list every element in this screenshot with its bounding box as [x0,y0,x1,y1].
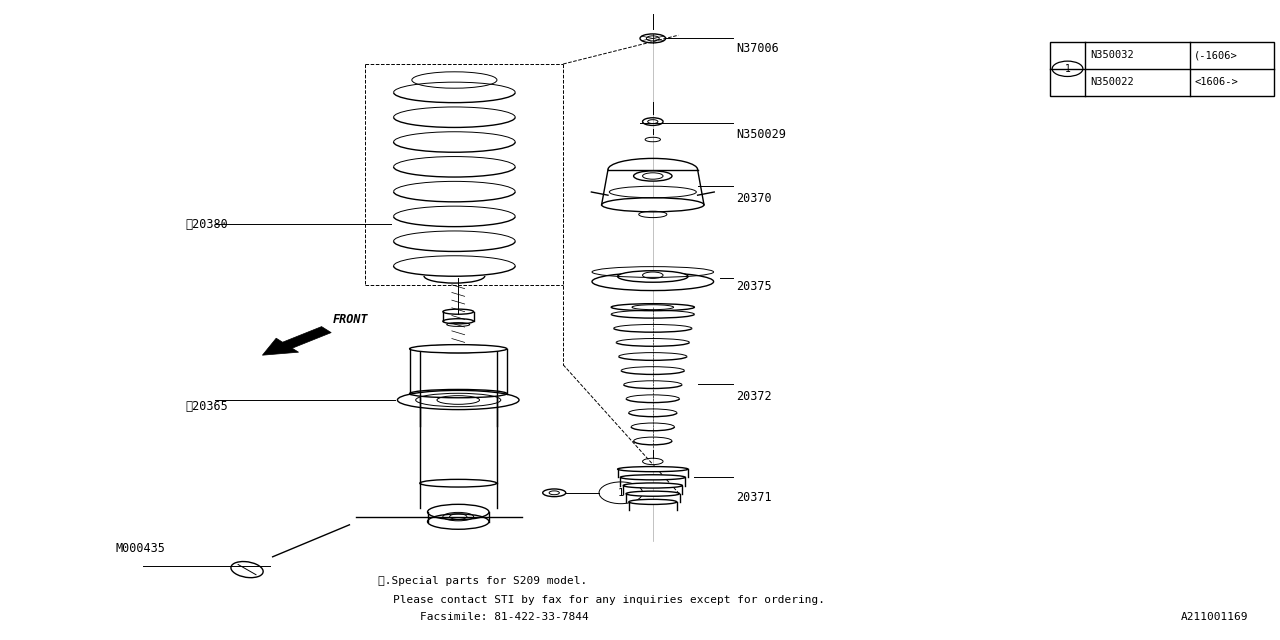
Text: N350022: N350022 [1091,77,1134,88]
Text: 20371: 20371 [736,492,772,504]
Text: ※20365: ※20365 [186,400,228,413]
Text: A211001169: A211001169 [1180,612,1248,622]
Text: N350032: N350032 [1091,50,1134,60]
Ellipse shape [628,499,677,504]
Ellipse shape [617,467,689,472]
Text: Please contact STI by fax for any inquiries except for ordering.: Please contact STI by fax for any inquir… [393,595,826,605]
Text: N350029: N350029 [736,128,786,141]
Ellipse shape [410,344,507,353]
Text: M000435: M000435 [115,542,165,555]
Text: 20372: 20372 [736,390,772,403]
Text: ※.Special parts for S209 model.: ※.Special parts for S209 model. [378,576,586,586]
Text: FRONT: FRONT [333,314,369,326]
Ellipse shape [623,483,682,488]
Text: (-1606>: (-1606> [1194,50,1238,60]
Ellipse shape [626,491,680,496]
Text: 20375: 20375 [736,280,772,293]
Ellipse shape [617,271,689,282]
Text: <1606->: <1606-> [1194,77,1238,88]
Ellipse shape [602,198,704,212]
Ellipse shape [420,345,497,353]
Ellipse shape [591,273,714,291]
Text: 1: 1 [618,488,623,498]
Text: N37006: N37006 [736,42,778,54]
FancyArrow shape [262,326,332,355]
Text: 20370: 20370 [736,192,772,205]
Ellipse shape [612,304,694,310]
Ellipse shape [621,475,685,480]
Text: ※20380: ※20380 [186,218,228,230]
Ellipse shape [634,171,672,181]
Text: Facsimile: 81-422-33-7844: Facsimile: 81-422-33-7844 [420,612,589,622]
Text: 1: 1 [1065,64,1070,74]
